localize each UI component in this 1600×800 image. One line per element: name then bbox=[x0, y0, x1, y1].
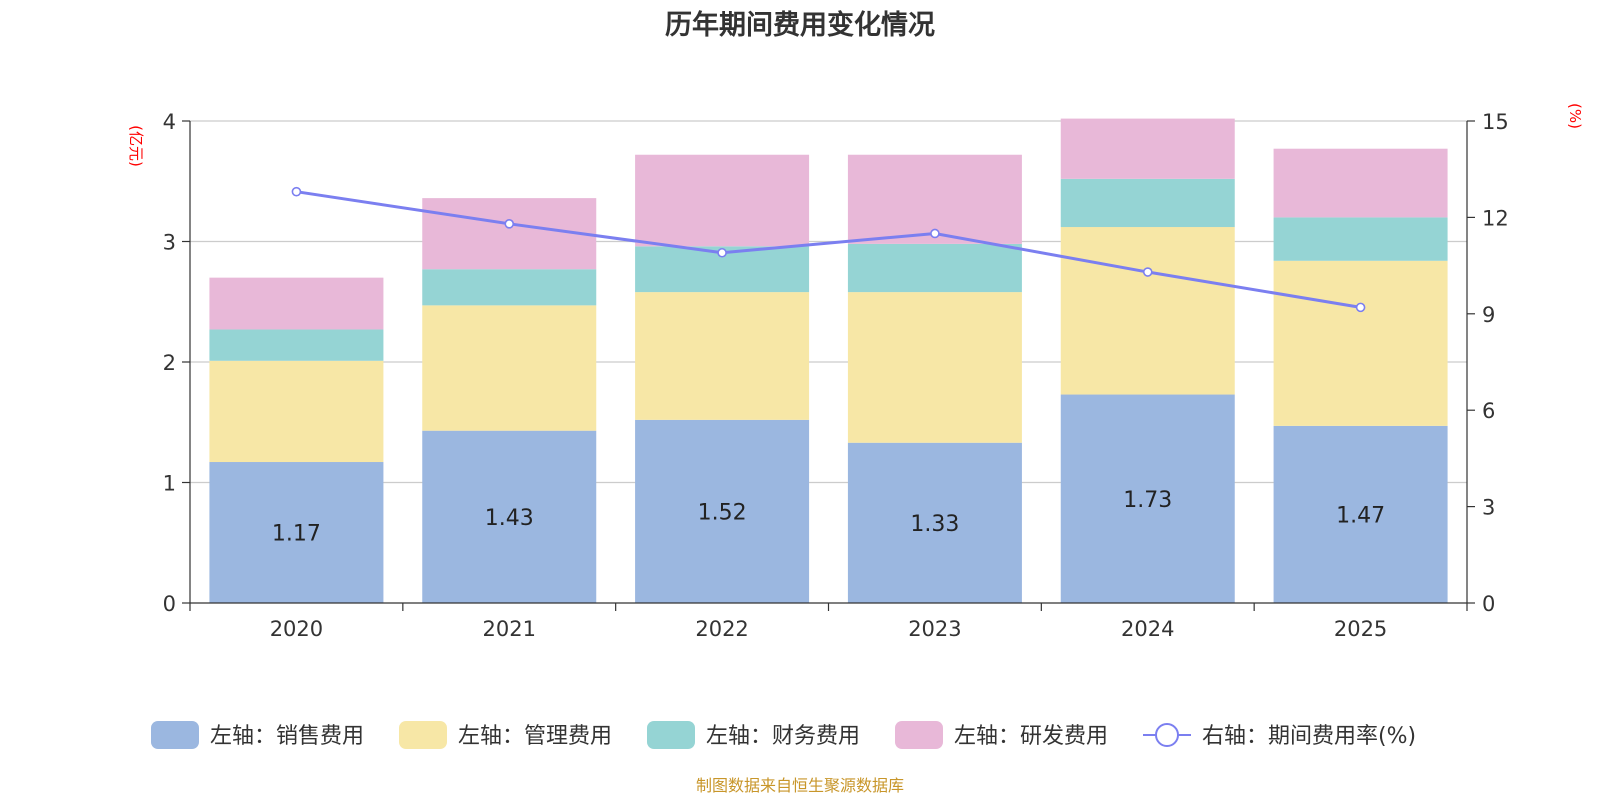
rate-point bbox=[291, 186, 302, 197]
legend-label: 左轴：销售费用 bbox=[210, 724, 364, 749]
right-tick-label: 6 bbox=[1482, 399, 1495, 423]
bar-segment bbox=[635, 292, 810, 420]
bar-segment bbox=[635, 419, 810, 603]
bar-segment bbox=[209, 277, 384, 330]
legend-swatch bbox=[399, 721, 447, 749]
bar-segment bbox=[847, 243, 1022, 293]
bar-segment bbox=[209, 462, 384, 603]
bar-segment bbox=[1060, 227, 1235, 395]
legend-swatch bbox=[895, 721, 943, 749]
bar-segment bbox=[1060, 178, 1235, 228]
legend-swatch-marker bbox=[1155, 723, 1179, 747]
bar-data-label: 1.47 bbox=[1336, 503, 1385, 528]
legend-label: 左轴：研发费用 bbox=[954, 724, 1108, 749]
bar-segment bbox=[209, 329, 384, 361]
x-tick-label: 2025 bbox=[1334, 617, 1387, 641]
left-tick-label: 4 bbox=[163, 110, 176, 134]
bar-segment bbox=[1273, 260, 1448, 426]
right-tick-label: 15 bbox=[1482, 110, 1509, 134]
left-tick-label: 2 bbox=[163, 351, 176, 375]
x-tick-label: 2022 bbox=[695, 617, 748, 641]
rate-line bbox=[296, 190, 1361, 309]
right-tick-label: 3 bbox=[1482, 496, 1495, 520]
bar-segment bbox=[209, 360, 384, 463]
bar-segment bbox=[1060, 118, 1235, 179]
bar-segment bbox=[422, 305, 597, 431]
legend: 左轴：销售费用 左轴：管理费用 左轴：财务费用 左轴：研发费用 右轴：期间费用率(%) bbox=[151, 721, 1416, 749]
bar-data-label: 1.73 bbox=[1123, 488, 1172, 513]
x-tick-label: 2021 bbox=[483, 617, 536, 641]
rate-point bbox=[1142, 267, 1153, 277]
bar-segment bbox=[422, 269, 597, 306]
rate-point bbox=[504, 219, 515, 229]
bar-segment bbox=[422, 430, 597, 603]
bar-data-label: 1.33 bbox=[910, 512, 959, 537]
bar-segment bbox=[635, 154, 810, 247]
chart-title: 历年期间费用变化情况 bbox=[665, 9, 935, 41]
bar-segment bbox=[1273, 148, 1448, 218]
bar-segment bbox=[1060, 394, 1235, 603]
bars bbox=[209, 118, 1448, 603]
bar-segment bbox=[1273, 425, 1448, 603]
x-tick-label: 2020 bbox=[270, 617, 323, 641]
rate-point bbox=[930, 228, 940, 239]
rate-point bbox=[1355, 302, 1366, 313]
legend-label: 左轴：财务费用 bbox=[706, 724, 860, 749]
bar-data-label: 1.43 bbox=[485, 506, 534, 531]
right-axis-unit: (%) bbox=[1566, 103, 1584, 129]
bar-segment bbox=[1273, 217, 1448, 261]
left-axis-unit: (亿元) bbox=[127, 125, 145, 167]
right-tick-label: 9 bbox=[1482, 303, 1495, 327]
legend-swatch bbox=[151, 721, 199, 749]
legend-swatch bbox=[647, 721, 695, 749]
left-tick-label: 3 bbox=[163, 231, 176, 255]
legend-label: 左轴：管理费用 bbox=[458, 724, 612, 749]
line-series bbox=[291, 186, 1366, 313]
right-tick-label: 12 bbox=[1482, 206, 1509, 230]
bar-labels: 1.17 1.43 1.52 1.33 1.73 1.47 bbox=[272, 488, 1385, 547]
bar-segment bbox=[422, 198, 597, 270]
data-source: 制图数据来自恒生聚源数据库 bbox=[696, 776, 904, 795]
left-tick-label: 1 bbox=[163, 472, 176, 496]
x-tick-label: 2023 bbox=[908, 617, 961, 641]
bar-data-label: 1.52 bbox=[698, 500, 747, 525]
bar-data-label: 1.17 bbox=[272, 522, 321, 547]
bar-segment bbox=[847, 292, 1022, 443]
left-tick-label: 0 bbox=[163, 592, 176, 616]
right-tick-label: 0 bbox=[1482, 592, 1495, 616]
legend-label: 右轴：期间费用率(%) bbox=[1202, 724, 1416, 749]
rate-point bbox=[717, 247, 727, 258]
gridlines bbox=[190, 120, 1467, 484]
x-tick-label: 2024 bbox=[1121, 617, 1174, 641]
bar-segment bbox=[847, 442, 1022, 603]
